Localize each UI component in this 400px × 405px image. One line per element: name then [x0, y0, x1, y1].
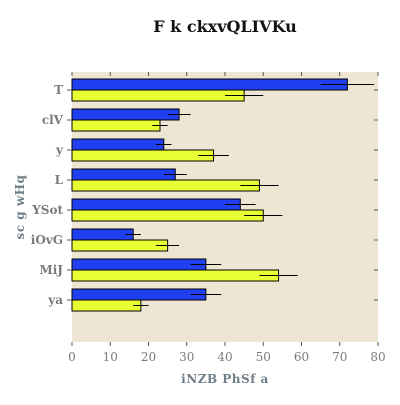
- bar-yellow-MiJ: [72, 270, 279, 281]
- y-tick-label: ya: [47, 293, 63, 307]
- y-tick-label: L: [55, 173, 64, 187]
- x-tick-label: 10: [103, 350, 118, 364]
- y-tick-label: iOvG: [31, 233, 63, 247]
- bar-blue-MiJ: [72, 259, 206, 270]
- x-tick-label: 20: [141, 350, 156, 364]
- bar-yellow-ya: [72, 300, 141, 311]
- chart-title: F k ckxvQLIVKu: [153, 17, 297, 36]
- x-tick-label: 50: [256, 350, 271, 364]
- x-tick-label: 70: [332, 350, 347, 364]
- bar-yellow-clV: [72, 120, 160, 131]
- x-tick-label: 0: [68, 350, 76, 364]
- bar-yellow-y: [72, 150, 214, 161]
- y-tick-label: T: [54, 83, 63, 97]
- y-tick-label: YSot: [31, 203, 63, 217]
- bar-blue-clV: [72, 109, 179, 120]
- bar-blue-ya: [72, 289, 206, 300]
- x-tick-label: 60: [294, 350, 309, 364]
- y-tick-label: clV: [42, 113, 64, 127]
- bar-blue-T: [72, 79, 347, 90]
- x-tick-label: 40: [217, 350, 232, 364]
- x-tick-label: 30: [179, 350, 194, 364]
- bar-yellow-YSot: [72, 210, 263, 221]
- x-axis-label: iNZB PhSf a: [181, 372, 269, 386]
- x-tick-label: 80: [370, 350, 385, 364]
- bar-yellow-iOvG: [72, 240, 168, 251]
- bar-blue-L: [72, 169, 175, 180]
- y-tick-label: MiJ: [39, 263, 63, 277]
- bar-yellow-T: [72, 90, 244, 101]
- bar-yellow-L: [72, 180, 259, 191]
- bar-blue-iOvG: [72, 229, 133, 240]
- y-axis-label: sc g wHq: [13, 174, 27, 239]
- y-tick-label: y: [55, 143, 64, 157]
- bar-blue-YSot: [72, 199, 240, 210]
- bar-blue-y: [72, 139, 164, 150]
